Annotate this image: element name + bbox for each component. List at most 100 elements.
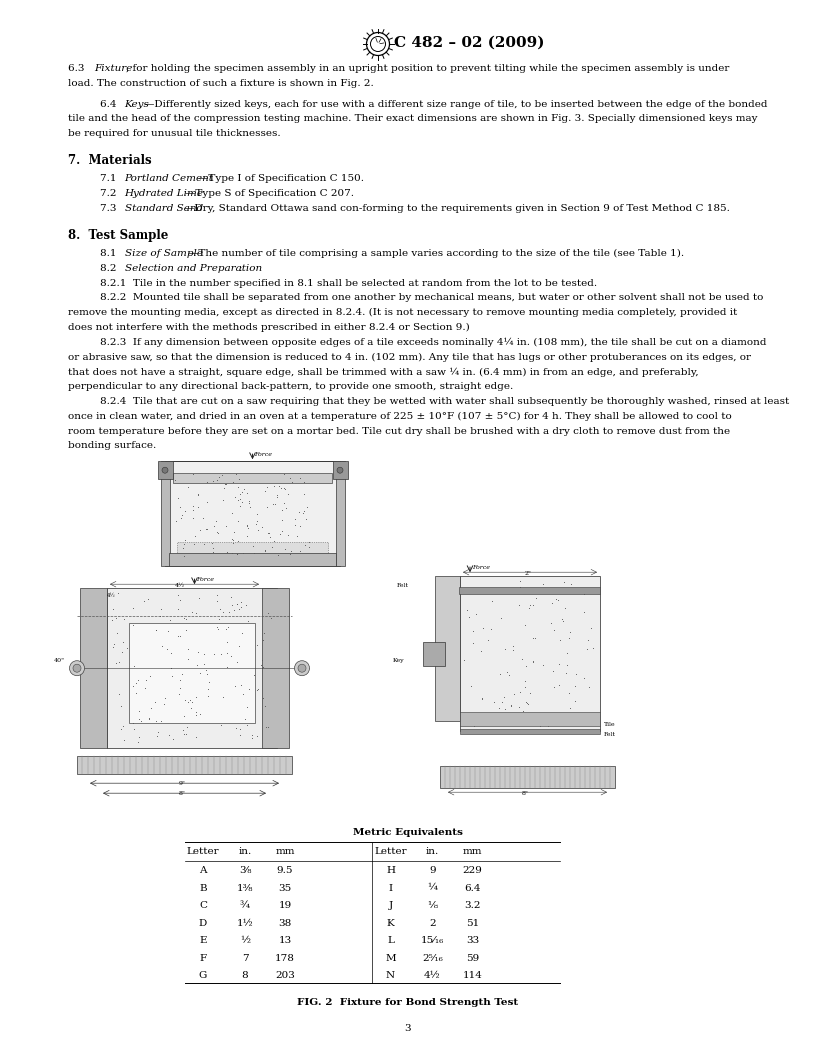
Point	[191, 656, 204, 673]
Point	[508, 685, 521, 702]
Point	[222, 603, 235, 620]
Text: 2⁵⁄₁₆: 2⁵⁄₁₆	[422, 954, 443, 963]
Text: Metric Equivalents: Metric Equivalents	[353, 828, 463, 837]
Point	[476, 691, 489, 708]
Point	[230, 596, 243, 612]
Text: 8.2: 8.2	[100, 264, 123, 272]
Point	[251, 681, 264, 698]
Point	[299, 510, 313, 527]
Text: 9: 9	[429, 866, 436, 875]
Point	[193, 705, 206, 722]
Point	[264, 528, 277, 545]
Point	[242, 492, 255, 509]
Point	[171, 628, 184, 645]
Text: or abrasive saw, so that the dimension is reduced to 4 in. (102 mm). Any tile th: or abrasive saw, so that the dimension i…	[68, 353, 751, 362]
Point	[513, 572, 526, 589]
Point	[266, 539, 279, 555]
Text: 4½: 4½	[175, 583, 184, 588]
Point	[247, 666, 260, 683]
Point	[111, 625, 124, 642]
Point	[225, 505, 238, 522]
Point	[533, 717, 546, 734]
Text: be required for unusual tile thicknesses.: be required for unusual tile thicknesses…	[68, 129, 281, 138]
Point	[237, 480, 251, 497]
Point	[217, 492, 230, 509]
Point	[235, 676, 248, 693]
Text: Force: Force	[472, 565, 490, 569]
Point	[551, 591, 564, 608]
Point	[155, 713, 168, 730]
Bar	[165, 461, 340, 566]
Text: Portland Cement: Portland Cement	[125, 174, 213, 184]
Point	[230, 545, 243, 562]
Point	[114, 721, 127, 738]
Point	[556, 581, 569, 598]
Point	[187, 502, 200, 518]
Point	[132, 702, 145, 719]
Point	[206, 534, 219, 551]
Point	[189, 703, 202, 720]
Point	[224, 647, 237, 664]
Point	[202, 680, 215, 697]
Point	[197, 655, 211, 672]
Point	[535, 585, 548, 602]
Point	[463, 608, 476, 625]
Point	[155, 601, 168, 618]
Text: room temperature before they are set on a mortar bed. Tile cut dry shall be brus: room temperature before they are set on …	[68, 427, 730, 435]
Text: L: L	[387, 937, 394, 945]
Point	[259, 698, 272, 715]
Point	[150, 728, 163, 744]
Text: Letter: Letter	[187, 847, 220, 856]
Point	[149, 622, 162, 639]
Point	[285, 543, 298, 560]
Text: 7.2: 7.2	[100, 189, 123, 199]
Point	[251, 637, 264, 654]
Point	[293, 504, 306, 521]
Point	[574, 583, 588, 600]
Point	[261, 719, 274, 736]
Text: Felt: Felt	[397, 583, 409, 588]
Point	[184, 692, 197, 709]
Text: Force: Force	[197, 577, 215, 582]
Text: Size of Sample: Size of Sample	[125, 249, 202, 258]
Point	[479, 584, 492, 601]
Point	[517, 703, 530, 720]
Point	[192, 589, 205, 606]
Point	[464, 678, 477, 695]
Circle shape	[69, 661, 85, 676]
Text: load. The construction of such a fixture is shown in Fig. 2.: load. The construction of such a fixture…	[68, 79, 374, 88]
Point	[569, 692, 582, 709]
Text: 3.2: 3.2	[464, 901, 481, 910]
Point	[109, 609, 122, 626]
Point	[220, 634, 233, 650]
Point	[170, 513, 183, 530]
Point	[219, 621, 232, 638]
Text: 8": 8"	[179, 791, 185, 796]
Point	[127, 720, 140, 737]
Point	[233, 491, 246, 508]
Point	[256, 690, 269, 706]
Point	[585, 620, 598, 637]
Point	[578, 585, 591, 602]
Point	[228, 677, 242, 694]
Point	[582, 631, 595, 648]
Text: —The number of tile comprising a sample varies according to the size of the tile: —The number of tile comprising a sample …	[188, 249, 684, 258]
Point	[489, 714, 502, 731]
Point	[202, 674, 215, 691]
Point	[107, 635, 120, 652]
Point	[570, 665, 583, 682]
Point	[475, 642, 488, 659]
Text: perpendicular to any directional back-pattern, to provide one smooth, straight e: perpendicular to any directional back-pa…	[68, 382, 513, 391]
Point	[547, 662, 560, 679]
Bar	[435, 577, 460, 721]
Point	[152, 724, 165, 741]
Text: G: G	[199, 972, 207, 980]
Point	[297, 473, 310, 490]
Point	[135, 713, 148, 730]
Point	[256, 659, 269, 676]
Text: C: C	[199, 901, 207, 910]
Point	[495, 694, 508, 711]
Point	[561, 645, 574, 662]
Point	[214, 717, 227, 734]
Point	[211, 587, 224, 604]
